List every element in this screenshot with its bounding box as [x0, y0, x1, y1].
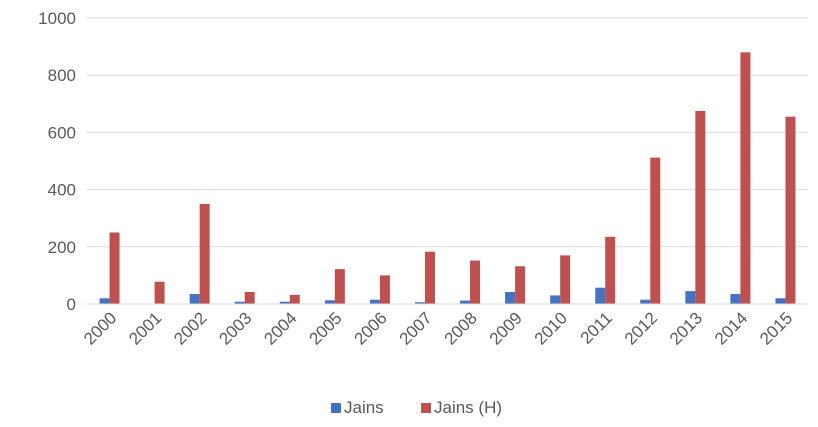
x-tick-label: 2005	[305, 308, 345, 348]
y-tick-label: 0	[67, 295, 76, 314]
bar-jains-2007	[414, 302, 425, 304]
bar-jains-2000	[99, 298, 110, 304]
gridlines	[87, 17, 808, 248]
x-tick-label: 2003	[215, 308, 255, 348]
x-tick-label: 2015	[756, 308, 796, 348]
bar-jains-h-2008	[470, 260, 481, 304]
bar-jains-2004	[279, 301, 290, 304]
bar-jains-h-2002	[199, 203, 210, 304]
x-tick-label: 2013	[666, 308, 706, 348]
bar-jains-2011	[595, 287, 606, 304]
bar-jains-2003	[234, 301, 245, 304]
legend-label: Jains (H)	[434, 398, 502, 417]
x-tick-label: 2004	[260, 308, 300, 348]
bar-jains-2008	[460, 300, 471, 304]
bar-jains-2006	[369, 299, 380, 304]
x-axis-ticks: 2000 2001 2002 2003 2004 2005 2006 2007 2008 2009…	[80, 308, 796, 348]
bar-jains-h-2000	[109, 232, 120, 304]
bar-jains-h-2010	[560, 255, 571, 304]
bar-jains-h-2007	[424, 251, 435, 304]
bar-jains-h-2003	[244, 291, 255, 304]
bar-jains-2005	[324, 300, 335, 304]
bar-jains-h-2009	[515, 266, 526, 304]
x-tick-label: 2007	[396, 308, 436, 348]
bar-jains-h-2005	[334, 269, 345, 304]
x-tick-label: 2006	[351, 308, 391, 348]
x-tick-label: 2011	[577, 308, 616, 347]
bar-jains-h-2004	[289, 294, 300, 304]
x-tick-label: 2010	[531, 308, 571, 348]
x-tick-label: 2000	[80, 308, 120, 348]
bar-jains-2012	[640, 299, 651, 304]
legend-label: Jains	[344, 398, 384, 417]
bar-jains-h-2011	[605, 236, 616, 304]
bar-jains-2010	[550, 295, 561, 304]
bar-jains-2009	[505, 291, 516, 304]
bar-jains-h-2015	[785, 116, 796, 304]
bar-jains-h-2013	[695, 110, 706, 304]
legend-swatch	[421, 403, 431, 413]
x-tick-label: 2008	[441, 308, 481, 348]
bar-jains-2015	[775, 298, 786, 304]
x-tick-label: 2009	[486, 308, 526, 348]
bar-jains-2013	[685, 291, 696, 304]
bar-jains-h-2014	[740, 52, 751, 304]
y-tick-label: 200	[48, 238, 76, 257]
bars	[99, 52, 796, 304]
y-tick-label: 600	[48, 123, 76, 142]
y-tick-label: 800	[48, 66, 76, 85]
bar-jains-2014	[730, 293, 741, 304]
legend-swatch	[331, 403, 341, 413]
y-tick-label: 400	[48, 181, 76, 200]
x-tick-label: 2014	[711, 308, 751, 348]
y-tick-label: 1000	[38, 9, 76, 28]
y-axis-ticks: 0 200 400 600 800 1000	[38, 9, 76, 314]
x-tick-label: 2002	[170, 308, 210, 348]
bar-jains-h-2012	[650, 157, 661, 304]
bar-jains-h-2001	[154, 281, 165, 304]
legend: Jains Jains (H)	[331, 398, 502, 417]
x-tick-label: 2001	[125, 308, 165, 348]
x-tick-label: 2012	[621, 308, 661, 348]
bar-jains-2002	[189, 293, 200, 304]
bar-jains-h-2006	[379, 275, 390, 304]
